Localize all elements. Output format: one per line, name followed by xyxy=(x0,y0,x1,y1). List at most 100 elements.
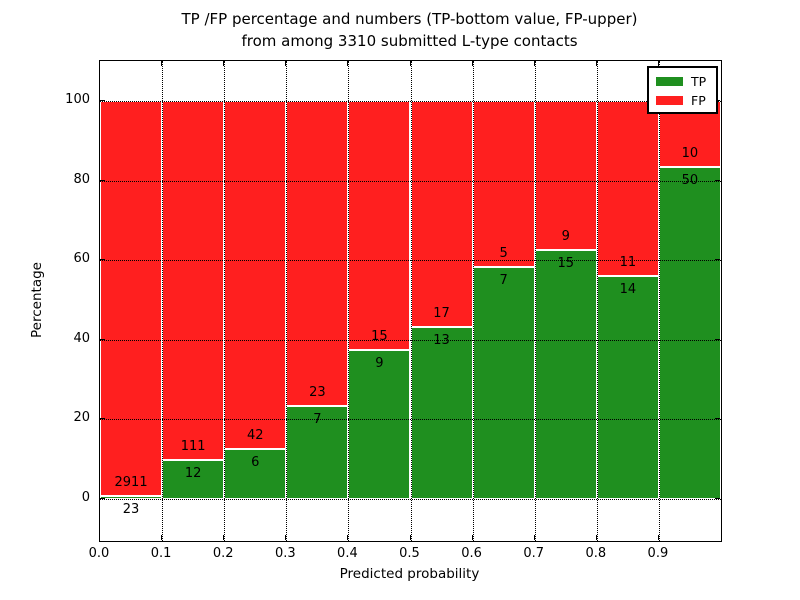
bar-tp-count-label: 7 xyxy=(313,412,322,428)
x-tick-mark xyxy=(409,535,411,540)
y-tick-label: 60 xyxy=(73,251,90,267)
x-tick-label: 0.5 xyxy=(399,546,420,561)
v-gridline xyxy=(658,61,660,541)
x-tick-label: 0.4 xyxy=(337,546,358,561)
chart-title-line1: TP /FP percentage and numbers (TP-bottom… xyxy=(181,10,638,28)
x-tick-label: 0.9 xyxy=(647,546,669,561)
bar-tp-segment xyxy=(348,349,411,499)
bar-fp-count-label: 111 xyxy=(180,439,206,455)
bar-fp-count-label: 23 xyxy=(309,385,326,401)
v-gridline xyxy=(472,61,474,541)
v-gridline xyxy=(224,61,226,541)
x-tick-mark-top xyxy=(409,61,411,66)
x-tick-label: 0.7 xyxy=(523,546,545,561)
bar-fp-segment xyxy=(472,101,535,267)
x-tick-label: 0.1 xyxy=(150,546,172,561)
y-tick-mark xyxy=(100,418,105,420)
bar-tp-segment xyxy=(162,460,225,499)
v-gridline xyxy=(410,61,412,541)
y-tick-mark xyxy=(100,498,105,499)
x-tick-mark xyxy=(533,535,535,540)
bar-fp-count-label: 9 xyxy=(561,229,570,245)
bar-fp-count-label: 11 xyxy=(619,255,637,271)
x-tick-label: 0.0 xyxy=(88,546,110,561)
v-gridline xyxy=(162,61,164,541)
bar-tp-segment xyxy=(410,326,473,499)
x-tick-mark-top xyxy=(161,61,163,66)
bar-fp-segment xyxy=(224,101,287,450)
x-tick-mark xyxy=(161,535,163,540)
bar-fp-count-label: 5 xyxy=(499,245,508,261)
x-tick-mark-top xyxy=(223,61,225,66)
y-tick-label: 20 xyxy=(73,410,90,426)
legend-row: FP xyxy=(649,91,716,110)
y-tick-mark xyxy=(100,338,105,340)
bar-tp-count-label: 9 xyxy=(375,355,384,371)
x-axis-label: Predicted probability xyxy=(339,566,480,582)
bar-tp-segment xyxy=(472,266,535,499)
bar-tp-segment xyxy=(658,167,721,499)
bar-fp-segment xyxy=(286,101,349,407)
bar-fp-count-label: 2911 xyxy=(114,474,148,490)
bar-fp-segment xyxy=(596,101,659,277)
v-gridline xyxy=(596,61,598,541)
bar-tp-count-label: 23 xyxy=(122,501,140,517)
chart-title-line2: from among 3310 submitted L-type contact… xyxy=(241,32,578,50)
x-tick-mark xyxy=(347,535,349,540)
y-tick-label: 0 xyxy=(81,490,90,505)
legend: TP FP xyxy=(647,66,718,114)
x-tick-mark xyxy=(471,535,473,540)
bar-fp-segment xyxy=(348,101,411,350)
bar-tp-segment xyxy=(596,276,659,499)
bar-fp-count-label: 42 xyxy=(246,428,264,444)
v-gridline xyxy=(348,61,350,541)
bar-tp-count-label: 50 xyxy=(681,173,699,189)
x-tick-mark-top xyxy=(285,61,287,66)
x-tick-mark xyxy=(223,535,225,540)
y-tick-mark-right xyxy=(715,418,720,420)
x-tick-mark-top xyxy=(533,61,535,66)
bar-fp-count-label: 15 xyxy=(371,328,388,344)
x-tick-label: 0.6 xyxy=(461,546,482,561)
bar-tp-count-label: 15 xyxy=(557,256,574,272)
x-tick-mark-top xyxy=(471,61,473,66)
y-tick-label: 100 xyxy=(65,92,90,107)
x-tick-label: 0.3 xyxy=(274,546,296,561)
v-gridline xyxy=(534,61,536,541)
y-tick-mark-right xyxy=(715,338,720,340)
y-tick-label: 40 xyxy=(73,330,90,346)
x-tick-mark xyxy=(595,535,597,540)
x-tick-label: 0.8 xyxy=(585,546,607,561)
bar-fp-segment xyxy=(100,101,163,496)
x-tick-mark-top xyxy=(657,61,659,66)
bar-tp-count-label: 14 xyxy=(619,282,637,298)
y-tick-mark xyxy=(100,100,105,101)
legend-row: TP xyxy=(649,72,716,91)
x-tick-mark xyxy=(285,535,287,540)
y-tick-mark-right xyxy=(715,498,720,499)
bar-tp-count-label: 7 xyxy=(499,272,508,288)
bar-tp-count-label: 13 xyxy=(433,332,450,348)
x-tick-mark-top xyxy=(595,61,597,66)
bar-fp-segment xyxy=(410,101,473,327)
bar-fp-count-label: 17 xyxy=(433,305,450,321)
plot-area: 2911 23 111 12 42 6 23 7 15 9 17 13 5 7 9 15 11 14 10 50 xyxy=(99,60,722,542)
x-tick-mark xyxy=(657,535,659,540)
x-tick-mark xyxy=(99,535,100,540)
legend-swatch-fp xyxy=(656,96,683,105)
bar-tp-count-label: 6 xyxy=(251,455,260,471)
legend-swatch-tp xyxy=(656,77,683,86)
legend-label-tp: TP xyxy=(691,74,707,89)
legend-label-fp: FP xyxy=(691,93,706,108)
bar-tp-segment xyxy=(100,495,163,499)
x-tick-mark-top xyxy=(347,61,349,66)
y-tick-mark-right xyxy=(715,179,720,181)
y-axis-label: Percentage xyxy=(29,262,45,338)
chart-title: TP /FP percentage and numbers (TP-bottom… xyxy=(99,8,720,52)
bar-tp-segment xyxy=(286,406,349,499)
x-tick-label: 0.2 xyxy=(212,546,234,561)
bar-fp-segment xyxy=(534,101,597,251)
y-tick-label: 80 xyxy=(73,171,90,187)
y-tick-mark xyxy=(100,259,105,261)
